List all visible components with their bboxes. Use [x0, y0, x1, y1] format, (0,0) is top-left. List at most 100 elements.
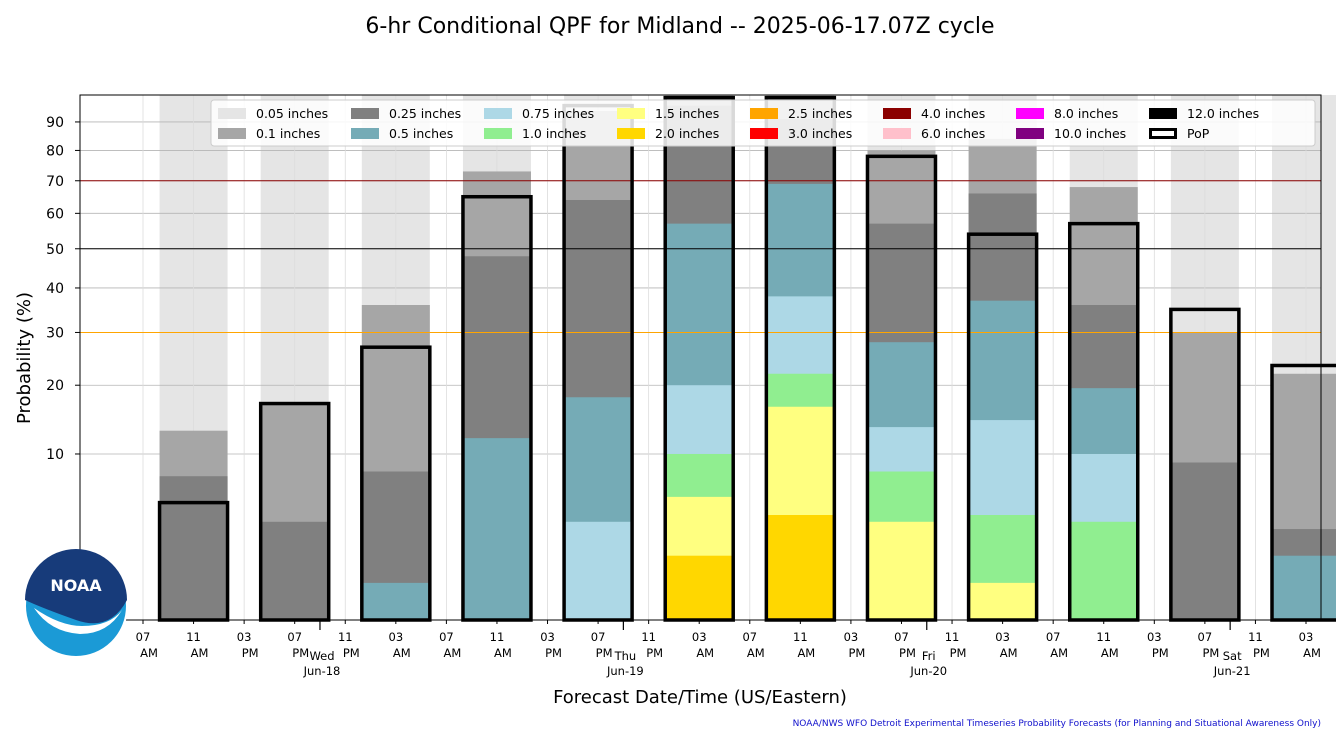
legend-swatch — [218, 128, 246, 139]
legend-label: 0.05 inches — [256, 106, 328, 121]
legend-swatch — [750, 108, 778, 119]
x-tick-ampm: AM — [443, 646, 461, 660]
legend-label: 0.75 inches — [522, 106, 594, 121]
x-tick-ampm: AM — [393, 646, 411, 660]
legend-swatch — [1016, 108, 1044, 119]
day-label-weekday: Fri — [922, 649, 936, 663]
legend-swatch — [883, 128, 911, 139]
x-tick-ampm: AM — [696, 646, 714, 660]
day-label-weekday: Sat — [1223, 649, 1242, 663]
plot-frame — [79, 94, 1322, 621]
bar-segment — [665, 555, 734, 620]
x-tick-label: 11 — [793, 630, 808, 644]
x-tick-ampm: PM — [899, 646, 916, 660]
x-tick-ampm: AM — [1000, 646, 1018, 660]
x-tick-ampm: AM — [1101, 646, 1119, 660]
x-tick-ampm: PM — [343, 646, 360, 660]
legend-label: 3.0 inches — [788, 126, 852, 141]
legend-box — [210, 99, 1316, 147]
x-tick-ampm: PM — [646, 646, 663, 660]
x-tick-ampm: AM — [140, 646, 158, 660]
y-tick-label: 50 — [46, 242, 64, 258]
background-bars — [159, 95, 1336, 620]
legend-label: 0.25 inches — [389, 106, 461, 121]
x-tick-label: 03 — [1299, 630, 1314, 644]
x-tick-ampm: PM — [292, 646, 309, 660]
y-tick-label: 40 — [46, 281, 64, 297]
x-tick-ampm: PM — [596, 646, 613, 660]
legend-swatch — [617, 128, 645, 139]
legend-label: 8.0 inches — [1054, 106, 1118, 121]
bar-segment — [1272, 555, 1336, 620]
day-label-date: Jun-18 — [303, 664, 341, 678]
noaa-logo: NOAA — [24, 549, 128, 658]
day-label-weekday: Wed — [309, 649, 334, 663]
bar-segment — [766, 515, 835, 620]
legend-label: PoP — [1187, 126, 1210, 141]
legend-swatch — [218, 108, 246, 119]
y-tick-label: 70 — [46, 174, 64, 190]
x-tick-ampm: AM — [494, 646, 512, 660]
axes — [75, 94, 1322, 630]
x-axis-label: Forecast Date/Time (US/Eastern) — [553, 687, 847, 708]
legend-label: 4.0 inches — [921, 106, 985, 121]
y-tick-label: 20 — [46, 378, 64, 394]
bar-segment — [159, 476, 228, 620]
x-tick-label: 03 — [389, 630, 404, 644]
legend-swatch — [750, 128, 778, 139]
legend-swatch — [617, 108, 645, 119]
x-tick-ampm: PM — [1202, 646, 1219, 660]
pop-outlines — [157, 95, 1336, 622]
legend-swatch — [883, 108, 911, 119]
y-tick-label: 60 — [46, 206, 64, 222]
x-tick-label: 03 — [692, 630, 707, 644]
y-tick-label: 10 — [46, 447, 64, 463]
legend-label: 2.5 inches — [788, 106, 852, 121]
x-tick-label: 07 — [287, 630, 302, 644]
x-tick-ampm: PM — [545, 646, 562, 660]
stacked-bars — [159, 97, 1336, 621]
x-tick-label: 07 — [591, 630, 606, 644]
bar-segment — [968, 582, 1037, 620]
x-tick-label: 11 — [641, 630, 656, 644]
bar-segment — [564, 521, 633, 620]
x-tick-ampm: AM — [747, 646, 765, 660]
day-label-date: Jun-21 — [1213, 664, 1251, 678]
day-label-date: Jun-19 — [606, 664, 644, 678]
day-label-date: Jun-20 — [909, 664, 947, 678]
x-tick-ampm: PM — [950, 646, 967, 660]
y-tick-labels: 10 20 30 40 50 60 70 80 90 — [46, 115, 64, 463]
x-tick-ampm: AM — [1303, 646, 1321, 660]
x-tick-label: 07 — [742, 630, 757, 644]
x-tick-label: 03 — [237, 630, 252, 644]
bar-segment — [867, 521, 936, 620]
legend: 0.05 inches 0.1 inches 0.25 inches 0.5 inch… — [210, 99, 1316, 147]
x-tick-label: 07 — [894, 630, 909, 644]
x-tick-label: 03 — [844, 630, 859, 644]
legend-label: 1.5 inches — [655, 106, 719, 121]
x-tick-ampm: PM — [242, 646, 259, 660]
legend-label: 6.0 inches — [921, 126, 985, 141]
bar-segment — [1069, 521, 1138, 620]
legend-swatch — [484, 108, 512, 119]
y-tick-label: 90 — [46, 115, 64, 131]
x-tick-label: 11 — [186, 630, 201, 644]
x-tick-labels: 07 AM 11 AM 03 PM 07 PM 11 PM 03 AM 07 AM 11 AM 03 PM 07 PM… — [136, 630, 1321, 678]
bar-segment — [361, 582, 430, 620]
x-tick-label: 03 — [540, 630, 555, 644]
noaa-logo-text: NOAA — [50, 576, 102, 595]
footer-credit: NOAA/NWS WFO Detroit Experimental Timese… — [793, 719, 1321, 729]
chart-title: 6-hr Conditional QPF for Midland -- 2025… — [365, 14, 994, 39]
legend-label: 2.0 inches — [655, 126, 719, 141]
x-tick-ampm: AM — [1050, 646, 1068, 660]
legend-label: 10.0 inches — [1054, 126, 1126, 141]
bar-segment — [1170, 462, 1239, 620]
x-tick-label: 11 — [338, 630, 353, 644]
x-tick-label: 07 — [1198, 630, 1213, 644]
x-tick-label: 11 — [945, 630, 960, 644]
x-tick-label: 07 — [1046, 630, 1061, 644]
y-tick-label: 80 — [46, 143, 64, 159]
x-tick-label: 11 — [1096, 630, 1111, 644]
x-tick-ampm: PM — [848, 646, 865, 660]
